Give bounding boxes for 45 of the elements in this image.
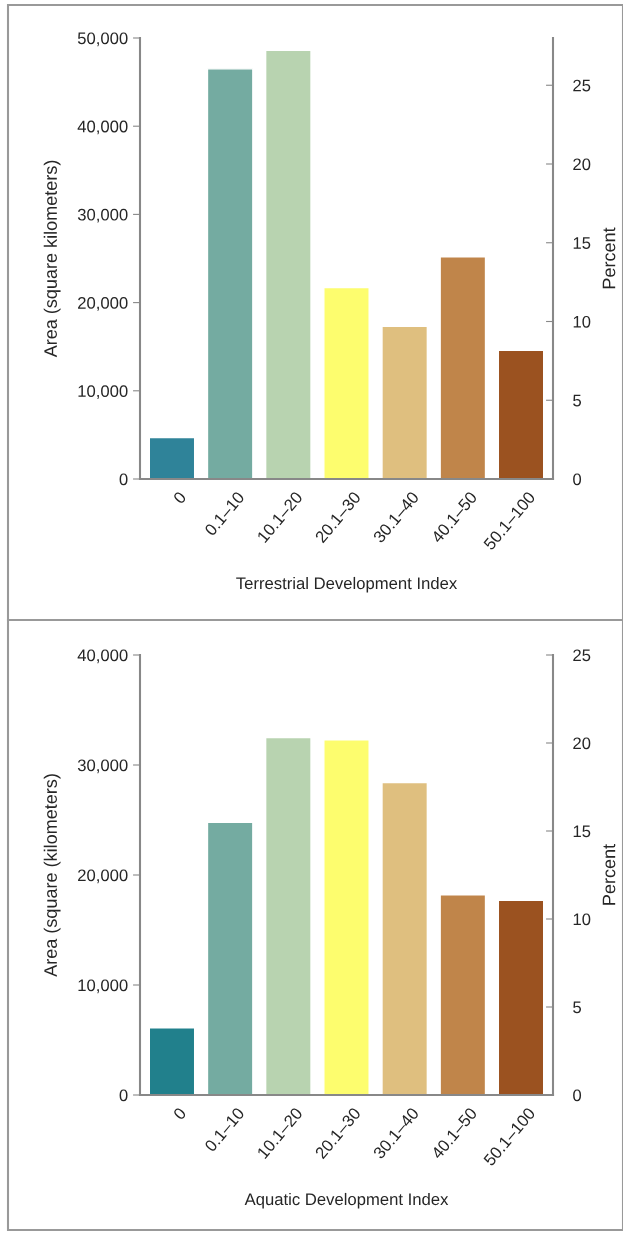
bar xyxy=(381,325,429,479)
y2-tick-label: 25 xyxy=(573,649,591,662)
y-tick-label: 40,000 xyxy=(77,120,128,135)
y-tick-label: 10,000 xyxy=(78,385,128,399)
y-tick-label: 20,000 xyxy=(78,869,128,884)
y-tick-label: 40,000 xyxy=(77,649,128,664)
bar xyxy=(381,781,429,1095)
y-axis-title: Area (square kilometers) xyxy=(43,160,61,358)
x-axis-title: Terrestrial Development Index xyxy=(236,576,458,593)
y-tick-label: 50,000 xyxy=(77,32,128,47)
y2-axis-title: Percent xyxy=(602,227,616,289)
y-tick-label: 30,000 xyxy=(77,208,128,223)
y-tick-label: 20,000 xyxy=(78,297,128,311)
y-tick-label: 0 xyxy=(119,1089,128,1102)
bar xyxy=(148,1027,196,1095)
y2-tick-label: 20 xyxy=(573,737,591,750)
y2-tick-label: 5 xyxy=(573,1001,582,1014)
bar xyxy=(323,739,370,1095)
y-tick-label: 10,000 xyxy=(78,979,128,994)
y2-tick-label: 25 xyxy=(573,79,591,92)
y-axis-title: Area (square (kilometers) xyxy=(43,774,61,977)
bar xyxy=(206,821,254,1095)
bar xyxy=(206,68,254,479)
y2-tick-label: 10 xyxy=(573,913,591,926)
bar xyxy=(497,899,545,1095)
bar xyxy=(264,49,312,479)
bar xyxy=(439,894,487,1095)
x-tick-label: 0 xyxy=(172,1106,187,1121)
y-tick-label: 30,000 xyxy=(77,759,128,774)
y2-tick-label: 15 xyxy=(573,825,591,838)
bar xyxy=(148,436,196,479)
y2-axis-title: Percent xyxy=(602,844,616,905)
y2-tick-label: 15 xyxy=(573,237,591,249)
y-tick-label: 0 xyxy=(119,473,128,486)
bar xyxy=(497,349,545,479)
x-axis-title: Aquatic Development Index xyxy=(244,1192,449,1209)
bar xyxy=(323,286,370,479)
y2-tick-label: 5 xyxy=(573,394,582,407)
y2-tick-label: 20 xyxy=(573,158,591,171)
bar xyxy=(439,256,487,479)
bar xyxy=(264,736,312,1095)
x-tick-label: 0 xyxy=(172,490,187,505)
y2-tick-label: 0 xyxy=(573,473,582,486)
y2-tick-label: 10 xyxy=(573,315,591,328)
y2-tick-label: 0 xyxy=(573,1089,582,1102)
